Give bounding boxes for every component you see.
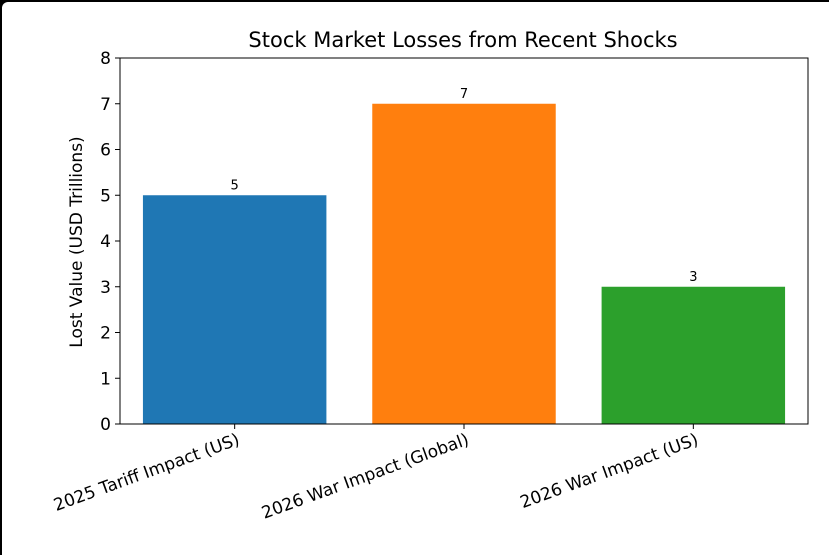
y-tick-label: 1 xyxy=(100,369,111,389)
x-tick-label: 2026 War Impact (Global) xyxy=(259,430,472,524)
x-tick-label: 2026 War Impact (US) xyxy=(518,430,701,513)
data-label: 3 xyxy=(689,270,697,285)
bar xyxy=(372,103,556,424)
y-tick-label: 0 xyxy=(100,415,111,435)
x-tick-label: 2025 Tariff Impact (US) xyxy=(51,430,242,516)
y-tick-label: 5 xyxy=(100,186,111,206)
y-tick-label: 4 xyxy=(100,232,111,252)
bar xyxy=(601,286,786,424)
data-label: 5 xyxy=(231,178,239,193)
bars-layer: 5 7 3 xyxy=(142,87,786,424)
chart-title: Stock Market Losses from Recent Shocks xyxy=(248,28,677,52)
data-label: 7 xyxy=(460,87,468,102)
y-tick-label: 6 xyxy=(100,141,111,161)
bar xyxy=(142,195,327,424)
y-tick-label: 7 xyxy=(100,95,111,115)
y-tick-label: 8 xyxy=(100,49,111,69)
plot-frame xyxy=(119,57,809,425)
y-axis-label: Lost Value (USD Trillions) xyxy=(67,136,87,347)
y-tick-label: 2 xyxy=(100,324,111,344)
y-tick-label: 3 xyxy=(100,278,111,298)
